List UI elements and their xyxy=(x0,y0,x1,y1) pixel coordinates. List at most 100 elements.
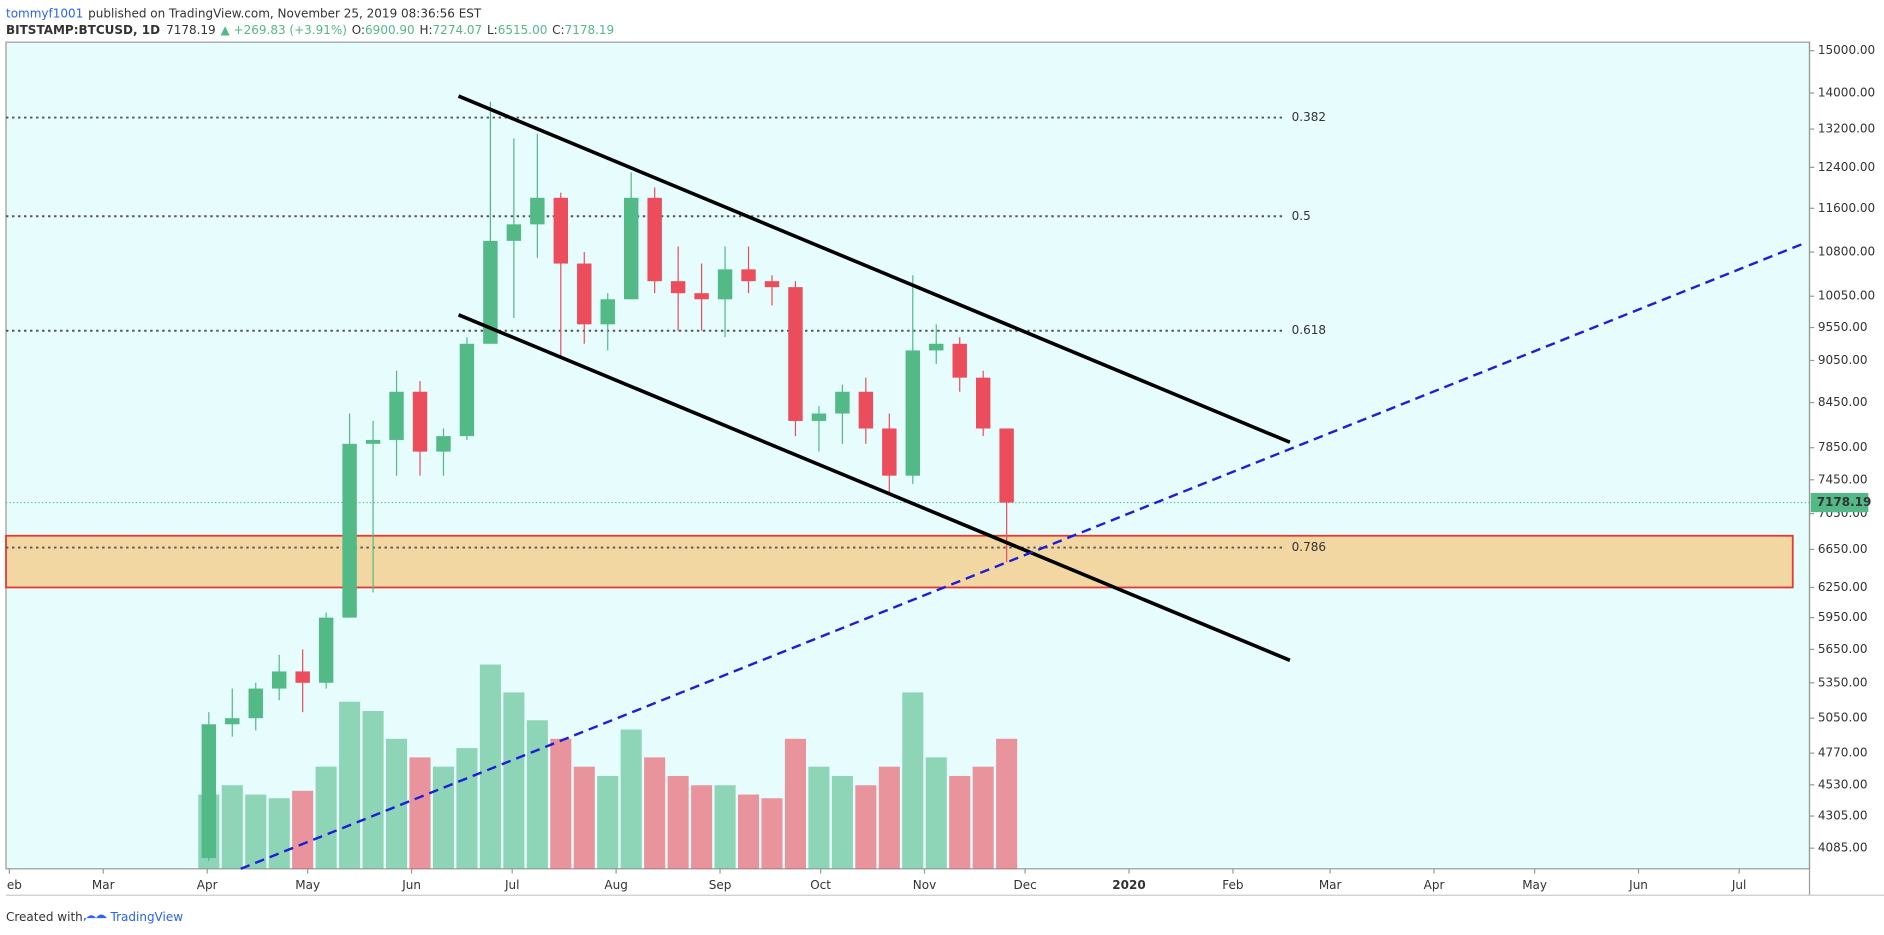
candle-body xyxy=(389,391,404,440)
last-price-label: 7178.19 xyxy=(1817,495,1872,509)
header-line-2: BITSTAMP:BTCUSD, 1D 7178.19 ▲ +269.83 (+3.… xyxy=(6,23,614,37)
x-tick-label: Jul xyxy=(1731,878,1746,892)
y-tick-label: 10800.00 xyxy=(1818,245,1875,259)
volume-bar xyxy=(526,720,548,869)
volume-bar xyxy=(855,785,877,869)
o: 6900.90 xyxy=(365,23,415,37)
y-tick-label: 13200.00 xyxy=(1818,122,1875,136)
candle-body xyxy=(459,343,475,437)
candle-body xyxy=(670,281,686,294)
chart-layer: 15000.00 14000.00 13200.00 12400.00 11600.00… xyxy=(5,43,1875,892)
x-tick-label: Dec xyxy=(1013,878,1036,892)
volume-bar xyxy=(737,794,760,869)
x-tick-label: Aug xyxy=(604,878,627,892)
candle-body xyxy=(647,197,662,282)
volume-bar xyxy=(644,757,666,869)
volume-bar xyxy=(550,738,572,869)
x-tick-label: Apr xyxy=(1424,878,1445,892)
y-tick-label: 4085.00 xyxy=(1818,841,1868,855)
x-tick-label: May xyxy=(295,878,320,892)
channel-line xyxy=(457,94,1291,444)
volume-bar xyxy=(808,766,830,869)
author[interactable]: tommyf1001 xyxy=(6,6,83,20)
y-tick-label: 7850.00 xyxy=(1818,440,1868,454)
x-tick-label: Jun xyxy=(1628,878,1648,892)
volume-bar xyxy=(831,775,853,869)
candle-body xyxy=(694,293,709,300)
change: ▲ +269.83 (+3.91%) xyxy=(221,23,347,37)
volume-bar xyxy=(386,738,408,869)
y-tick-label: 14000.00 xyxy=(1818,85,1875,99)
volume-bar xyxy=(245,794,267,869)
candle-body xyxy=(201,724,217,859)
fib-label: 0.786 xyxy=(1292,540,1326,554)
candle-body xyxy=(365,439,381,444)
volume-bar xyxy=(503,692,525,869)
candle-body xyxy=(318,617,334,683)
y-tick-label: 8450.00 xyxy=(1818,395,1868,409)
volume-bar xyxy=(902,692,924,869)
y-tick-label: 5950.00 xyxy=(1818,610,1868,624)
volume-bar xyxy=(949,775,971,869)
candle-body xyxy=(764,281,780,288)
x-tick-label: May xyxy=(1522,878,1547,892)
candle-body xyxy=(717,269,733,300)
volume-bar xyxy=(315,766,337,869)
c-label: C: xyxy=(552,23,564,37)
y-tick-label: 6250.00 xyxy=(1818,580,1868,594)
volume-bar xyxy=(573,766,595,869)
candle-body xyxy=(788,287,803,421)
candle-body xyxy=(483,240,498,344)
candle-body xyxy=(905,350,920,476)
volume-bar xyxy=(339,701,361,869)
h: 7274.07 xyxy=(433,23,483,37)
published: published on TradingView.com, November 2… xyxy=(88,6,482,20)
y-tick-label: 7450.00 xyxy=(1818,472,1868,486)
candle-body xyxy=(412,391,428,452)
candle-body xyxy=(741,269,756,282)
volume-bar xyxy=(691,785,713,869)
x-tick-label: Mar xyxy=(92,878,115,892)
last-price-box xyxy=(1810,492,1869,513)
o-label: O: xyxy=(352,23,365,37)
candle-body xyxy=(858,391,874,429)
fib-label: 0.618 xyxy=(1292,323,1326,337)
volume-bar xyxy=(597,775,619,869)
volume-bar xyxy=(221,785,243,869)
volume-bar xyxy=(714,785,736,869)
y-tick-label: 4305.00 xyxy=(1818,809,1868,823)
candle-body xyxy=(999,428,1014,503)
volume-bar xyxy=(925,757,947,869)
channel-line xyxy=(457,313,1291,662)
volume-bar xyxy=(761,798,783,869)
volume-bar xyxy=(479,664,501,869)
volume-bar xyxy=(362,710,384,869)
footer-created: Created with xyxy=(6,909,83,923)
l-label: L: xyxy=(487,23,498,37)
candle-body xyxy=(295,671,310,683)
candle-body xyxy=(600,299,615,325)
x-tick-label: Nov xyxy=(913,878,936,892)
candle-body xyxy=(248,688,263,719)
candle-body xyxy=(436,436,451,452)
volume-bar xyxy=(268,798,290,869)
x-tick-label: eb xyxy=(7,878,22,892)
brand-logo xyxy=(84,914,107,922)
y-tick-label: 4770.00 xyxy=(1818,746,1868,760)
volume-bar xyxy=(784,738,806,869)
candle-body xyxy=(506,224,522,241)
c: 7178.19 xyxy=(565,23,615,37)
last: 7178.19 xyxy=(166,23,216,37)
header-line-1: tommyf1001 published on TradingView.com, … xyxy=(6,6,482,20)
footer-brand[interactable]: TradingView xyxy=(110,909,184,923)
x-tick-label: 2020 xyxy=(1112,878,1145,892)
y-tick-label: 9050.00 xyxy=(1818,353,1868,367)
candle-body xyxy=(952,343,967,378)
footer: Created with TradingView xyxy=(6,909,183,923)
fib-label: 0.382 xyxy=(1292,110,1326,124)
volume-bar xyxy=(456,748,478,869)
volume-bar xyxy=(432,766,455,869)
candle-body xyxy=(225,718,240,725)
candle-body xyxy=(882,428,897,476)
